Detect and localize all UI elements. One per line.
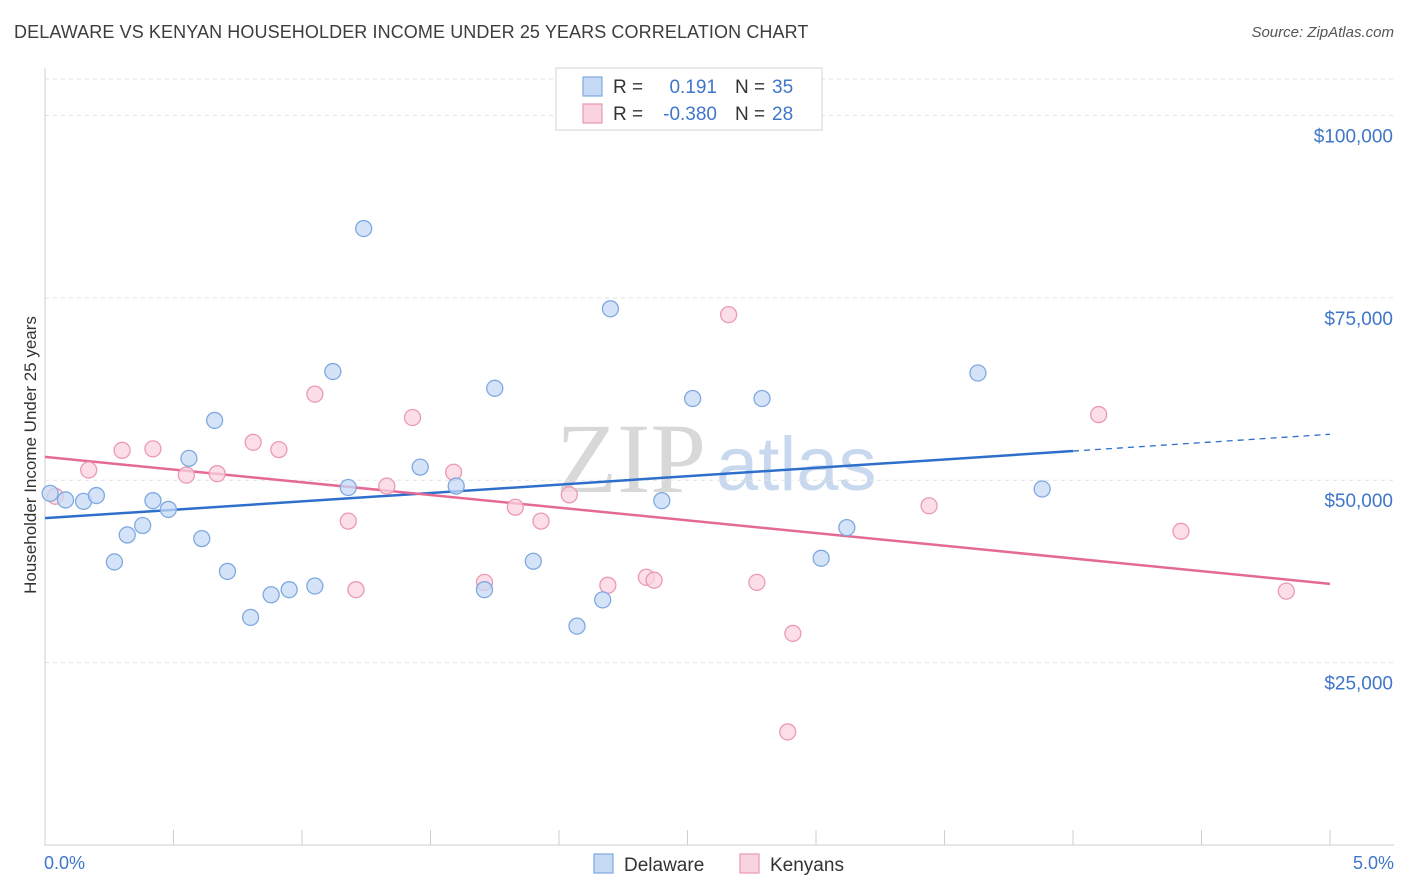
delaware-point bbox=[56, 491, 75, 509]
delaware-point bbox=[524, 552, 542, 570]
kenyan-point bbox=[403, 408, 422, 427]
legend: R = 0.191 N = 35 R = -0.380 N = 28 bbox=[555, 67, 823, 131]
delaware-point bbox=[339, 478, 357, 497]
legend-r-label: R = bbox=[613, 104, 643, 125]
kenyan-point bbox=[748, 573, 766, 592]
kenyan-point bbox=[378, 477, 396, 495]
y-tick-label: $50,000 bbox=[1324, 491, 1393, 512]
y-tick-label: $75,000 bbox=[1324, 309, 1393, 330]
delaware-point bbox=[180, 449, 198, 468]
delaware-point bbox=[653, 492, 671, 510]
delaware-point bbox=[105, 553, 124, 571]
legend-r-value: 0.191 bbox=[669, 77, 717, 98]
delaware-point bbox=[1033, 480, 1051, 498]
delaware-point bbox=[601, 300, 620, 318]
delaware-point bbox=[812, 549, 830, 567]
y-tick-label: $25,000 bbox=[1324, 674, 1393, 695]
x-tick-label-min: 0.0% bbox=[44, 853, 85, 873]
bottom-legend-delaware: Delaware bbox=[624, 855, 704, 876]
kenyan-point bbox=[560, 486, 578, 504]
delaware-point bbox=[753, 389, 771, 408]
chart-title: DELAWARE VS KENYAN HOUSEHOLDER INCOME UN… bbox=[14, 22, 809, 42]
kenyan-point bbox=[532, 512, 550, 530]
watermark: ZIP atlas bbox=[556, 403, 877, 514]
kenyan-point bbox=[920, 497, 938, 515]
delaware-point bbox=[134, 516, 152, 535]
delaware-point bbox=[838, 519, 856, 537]
legend-n-value: 35 bbox=[772, 77, 793, 98]
delaware-point bbox=[447, 477, 465, 495]
x-tick-labels: 0.0% 5.0% bbox=[44, 853, 1394, 873]
kenyan-point bbox=[1277, 582, 1295, 600]
kenyan-point bbox=[645, 571, 663, 589]
x-tick-label-max: 5.0% bbox=[1353, 853, 1394, 873]
legend-r-label: R = bbox=[613, 77, 643, 98]
kenyan-trend-line bbox=[44, 455, 1331, 586]
kenyan-point bbox=[784, 624, 802, 643]
bottom-legend-swatch-delaware bbox=[593, 853, 614, 874]
kenyan-point bbox=[244, 433, 262, 451]
delaware-point bbox=[159, 500, 178, 519]
kenyan-point bbox=[1090, 405, 1108, 424]
legend-n-label: N = bbox=[735, 104, 765, 125]
trend-lines bbox=[44, 433, 1331, 586]
bottom-legend-kenyans: Kenyans bbox=[770, 855, 844, 876]
watermark-zip: ZIP bbox=[556, 403, 706, 514]
delaware-point bbox=[144, 492, 162, 510]
kenyan-point bbox=[719, 305, 738, 324]
delaware-point bbox=[241, 608, 260, 627]
grid-lines bbox=[45, 78, 1394, 664]
delaware-trend-line bbox=[44, 449, 1074, 520]
kenyan-point bbox=[779, 723, 797, 741]
kenyan-point bbox=[506, 498, 524, 516]
kenyan-point bbox=[599, 576, 617, 594]
delaware-point bbox=[969, 364, 987, 382]
delaware-point bbox=[486, 379, 504, 397]
delaware-point bbox=[218, 562, 237, 581]
delaware-point bbox=[193, 529, 211, 548]
y-tick-label: $100,000 bbox=[1314, 126, 1393, 147]
kenyan-point bbox=[347, 581, 365, 599]
y-axis-label: Householder Income Under 25 years bbox=[21, 316, 40, 594]
bottom-legend: Delaware Kenyans bbox=[593, 853, 844, 876]
delaware-point bbox=[683, 389, 702, 408]
y-tick-labels: $25,000 $50,000 $75,000 $100,000 bbox=[1314, 126, 1393, 694]
delaware-point bbox=[475, 581, 494, 599]
legend-n-value: 28 bbox=[772, 104, 793, 125]
delaware-point bbox=[280, 581, 298, 599]
delaware-point bbox=[306, 577, 324, 595]
legend-n-label: N = bbox=[735, 77, 765, 98]
kenyan-point bbox=[1172, 522, 1190, 540]
delaware-point bbox=[355, 219, 373, 238]
delaware-point bbox=[411, 458, 429, 476]
kenyan-point bbox=[306, 385, 324, 403]
delaware-point bbox=[87, 486, 106, 505]
bottom-legend-swatch-kenyans bbox=[739, 853, 760, 874]
delaware-point bbox=[41, 484, 59, 503]
kenyan-point bbox=[144, 440, 162, 458]
kenyan-point bbox=[208, 465, 226, 483]
chart-source: Source: ZipAtlas.com bbox=[1251, 24, 1394, 41]
delaware-point bbox=[594, 591, 612, 609]
legend-r-value: -0.380 bbox=[663, 104, 717, 125]
delaware-point bbox=[205, 411, 224, 430]
data-points bbox=[41, 219, 1295, 741]
delaware-point bbox=[118, 526, 136, 544]
delaware-point bbox=[568, 617, 586, 635]
kenyan-point bbox=[270, 440, 288, 459]
legend-swatch-kenyans bbox=[582, 103, 603, 124]
kenyan-point bbox=[444, 463, 463, 481]
kenyan-point bbox=[80, 461, 98, 479]
kenyan-point bbox=[113, 441, 131, 459]
delaware-point bbox=[262, 586, 280, 604]
kenyan-point bbox=[177, 466, 196, 484]
delaware-trend-extension bbox=[1072, 433, 1331, 452]
legend-swatch-delaware bbox=[582, 76, 603, 97]
delaware-point bbox=[324, 362, 342, 381]
kenyan-point bbox=[339, 512, 357, 530]
